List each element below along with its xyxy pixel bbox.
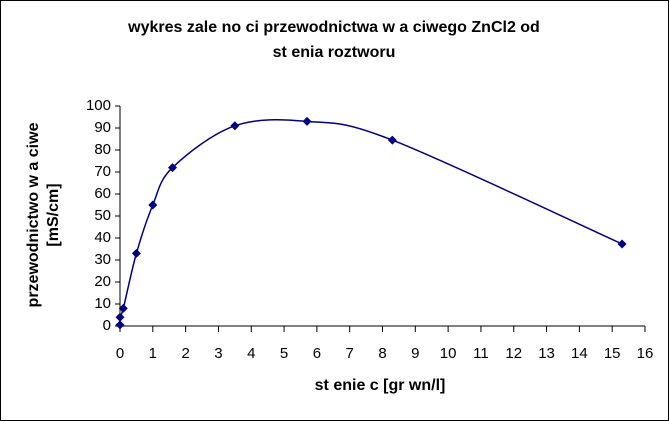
y-axis-label: [mS/cm]	[45, 183, 62, 246]
x-tick-label: 9	[411, 345, 419, 362]
y-tick-label: 10	[94, 295, 111, 312]
x-tick-label: 5	[280, 345, 288, 362]
x-tick-label: 7	[346, 345, 354, 362]
data-point	[115, 320, 125, 330]
x-tick-label: 11	[473, 345, 489, 362]
data-point	[131, 248, 141, 258]
y-tick-label: 20	[94, 273, 111, 290]
x-tick-label: 15	[604, 345, 621, 362]
data-point	[617, 239, 627, 249]
chart-title: wykres zale no ci przewodnictwa w a ciwe…	[127, 19, 540, 36]
y-tick-label: 0	[103, 317, 111, 334]
y-tick-label: 100	[86, 97, 111, 114]
x-tick-label: 12	[505, 345, 522, 362]
x-tick-label: 13	[538, 345, 555, 362]
y-axis-label: przewodnictwo w a ciwe	[25, 122, 42, 307]
data-point	[115, 312, 125, 322]
y-tick-label: 50	[94, 207, 111, 224]
x-tick-label: 10	[440, 345, 457, 362]
x-tick-label: 1	[149, 345, 157, 362]
x-tick-label: 4	[247, 345, 255, 362]
y-tick-label: 60	[94, 185, 111, 202]
x-tick-label: 8	[378, 345, 386, 362]
y-tick-label: 80	[94, 141, 111, 158]
x-tick-label: 3	[214, 345, 222, 362]
y-tick-label: 40	[94, 229, 111, 246]
x-tick-label: 2	[181, 345, 189, 362]
data-point	[387, 135, 397, 145]
chart-title: st enia roztworu	[273, 44, 396, 61]
data-point	[148, 200, 158, 210]
x-tick-label: 0	[116, 345, 124, 362]
x-axis-label: st enie c [gr wn/l]	[315, 377, 446, 394]
y-tick-label: 90	[94, 119, 111, 136]
y-tick-label: 30	[94, 251, 111, 268]
data-point	[302, 116, 312, 126]
y-tick-label: 70	[94, 163, 111, 180]
data-point	[230, 121, 240, 131]
x-tick-label: 14	[571, 345, 588, 362]
data-point	[118, 303, 128, 313]
data-point	[168, 163, 177, 173]
x-tick-label: 16	[637, 345, 654, 362]
x-tick-label: 6	[313, 345, 321, 362]
